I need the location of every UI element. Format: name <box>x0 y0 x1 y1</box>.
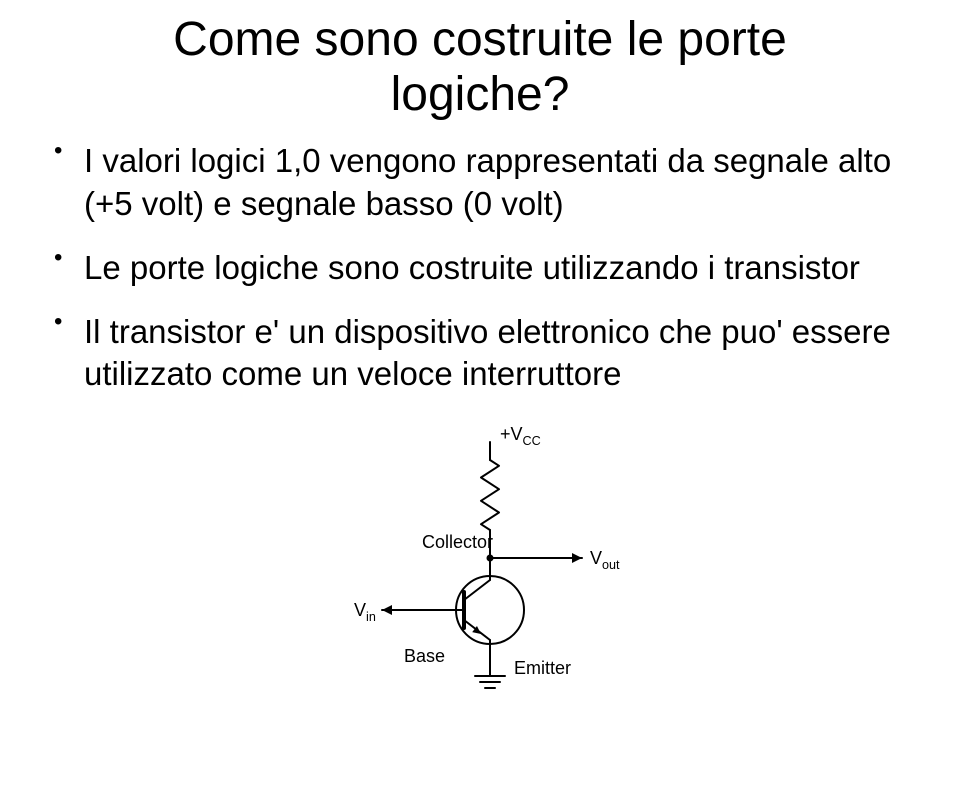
title-line-1: Come sono costruite le porte <box>173 13 787 66</box>
title-line-2: logiche? <box>391 68 570 121</box>
transistor-circuit-diagram: +VCC Vout Collector Vin Base Emitter <box>330 418 630 718</box>
svg-text:Vout: Vout <box>590 548 620 572</box>
svg-text:Collector: Collector <box>422 532 493 552</box>
bullet-text: Le porte logiche sono costruite utilizza… <box>84 249 860 286</box>
list-item: Le porte logiche sono costruite utilizza… <box>50 247 920 289</box>
list-item: Il transistor e' un dispositivo elettron… <box>50 311 920 395</box>
svg-text:+VCC: +VCC <box>500 424 541 448</box>
svg-text:Vin: Vin <box>354 600 376 624</box>
list-item: I valori logici 1,0 vengono rappresentat… <box>50 140 920 224</box>
svg-text:Base: Base <box>404 646 445 666</box>
slide-title: Come sono costruite le porte logiche? <box>40 12 920 122</box>
bullet-text: Il transistor e' un dispositivo elettron… <box>84 313 891 392</box>
slide: Come sono costruite le porte logiche? I … <box>0 0 960 796</box>
svg-text:Emitter: Emitter <box>514 658 571 678</box>
diagram-container: +VCC Vout Collector Vin Base Emitter <box>40 418 920 718</box>
bullet-text: I valori logici 1,0 vengono rappresentat… <box>84 142 891 221</box>
bullet-list: I valori logici 1,0 vengono rappresentat… <box>50 140 920 395</box>
